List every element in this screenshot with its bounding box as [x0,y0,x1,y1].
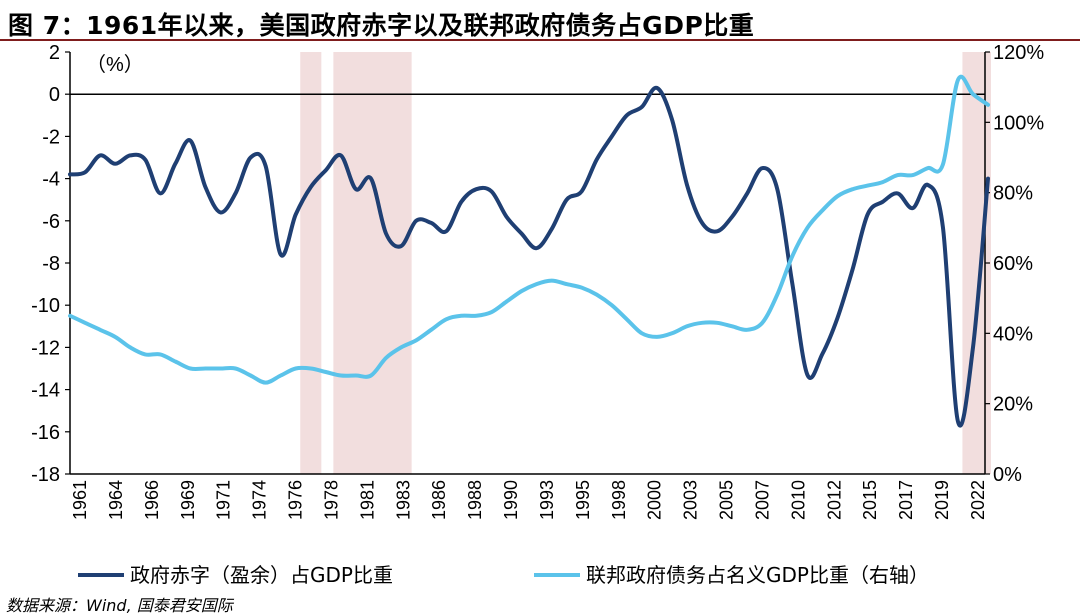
left-tick-label: -8 [42,253,60,275]
x-tick-label: 2007 [752,480,772,520]
x-tick-label: 2010 [788,480,808,520]
left-tick-label: -6 [42,211,60,233]
x-tick-label: 1961 [70,480,90,520]
shaded-period [333,52,412,474]
x-tick-label: 2017 [896,480,916,520]
x-tick-label: 2015 [860,480,880,520]
legend-debt-label: 联邦政府债务占名义GDP比重（右轴） [586,563,929,587]
right-tick-label: 80% [993,183,1033,205]
left-tick-label: -10 [31,295,60,317]
right-tick-label: 120% [993,42,1044,64]
x-tick-label: 1966 [142,480,162,520]
x-tick-label: 2003 [681,480,701,520]
x-tick-label: 1971 [214,480,234,520]
x-tick-label: 2019 [932,480,952,520]
left-tick-label: -2 [42,126,60,148]
right-tick-label: 20% [993,394,1033,416]
chart: 2 0 -2 -4 -6 -8 -10 -12 -14 -16 -18 120% 100% 80% 60%… [31,42,1044,587]
left-tick-label: 0 [49,84,60,106]
right-tick-label: 60% [993,253,1033,275]
left-tick-label: -14 [31,380,60,402]
series-lines [68,74,990,428]
x-tick-label: 1969 [178,480,198,520]
x-tick-label: 1986 [429,480,449,520]
x-tick-label: 1998 [609,480,629,520]
left-tick-label: -18 [31,464,60,486]
title-underline [0,39,1080,41]
recession-shading [300,52,992,474]
x-tick-label: 1978 [321,480,341,520]
left-tick-label: 2 [49,42,60,64]
left-tick-label: -16 [31,422,60,444]
left-tick-label: -12 [31,337,60,359]
source-note: 数据来源：Wind, 国泰君安国际 [6,596,233,615]
left-tick-label: -4 [42,169,60,191]
right-axis: 120% 100% 80% 60% 40% 20% 0% [985,42,1044,486]
x-tick-label: 1995 [573,480,593,520]
left-axis-unit-label: （%） [86,53,144,76]
x-tick-label: 1976 [286,480,306,520]
right-tick-label: 40% [993,323,1033,345]
x-tick-label: 1993 [537,480,557,520]
deficit-to-gdp-line [68,85,990,428]
x-tick-label: 2022 [968,480,988,520]
x-tick-label: 2012 [824,480,844,520]
left-axis: 2 0 -2 -4 -6 -8 -10 -12 -14 -16 -18 [31,42,70,486]
right-tick-label: 100% [993,112,1044,134]
legend-deficit-label: 政府赤字（盈余）占GDP比重 [130,563,393,587]
x-tick-label: 2005 [717,480,737,520]
x-tick-label: 1974 [250,480,270,520]
shaded-period [300,52,322,474]
legend: 政府赤字（盈余）占GDP比重 联邦政府债务占名义GDP比重（右轴） [78,563,929,587]
right-tick-label: 0% [993,464,1022,486]
debt-to-gdp-line [68,74,990,385]
x-axis: 1961 1964 1966 1969 1971 1974 1976 1978 1981 1983… [70,480,988,520]
x-tick-label: 1981 [357,480,377,520]
chart-title: 图 7：1961年以来，美国政府赤字以及联邦政府债务占GDP比重 [8,11,755,40]
x-tick-label: 1988 [465,480,485,520]
x-tick-label: 1964 [106,480,126,520]
x-tick-label: 1990 [501,480,521,520]
x-tick-label: 2000 [645,480,665,520]
plot-frame [69,52,986,475]
x-tick-label: 1983 [393,480,413,520]
